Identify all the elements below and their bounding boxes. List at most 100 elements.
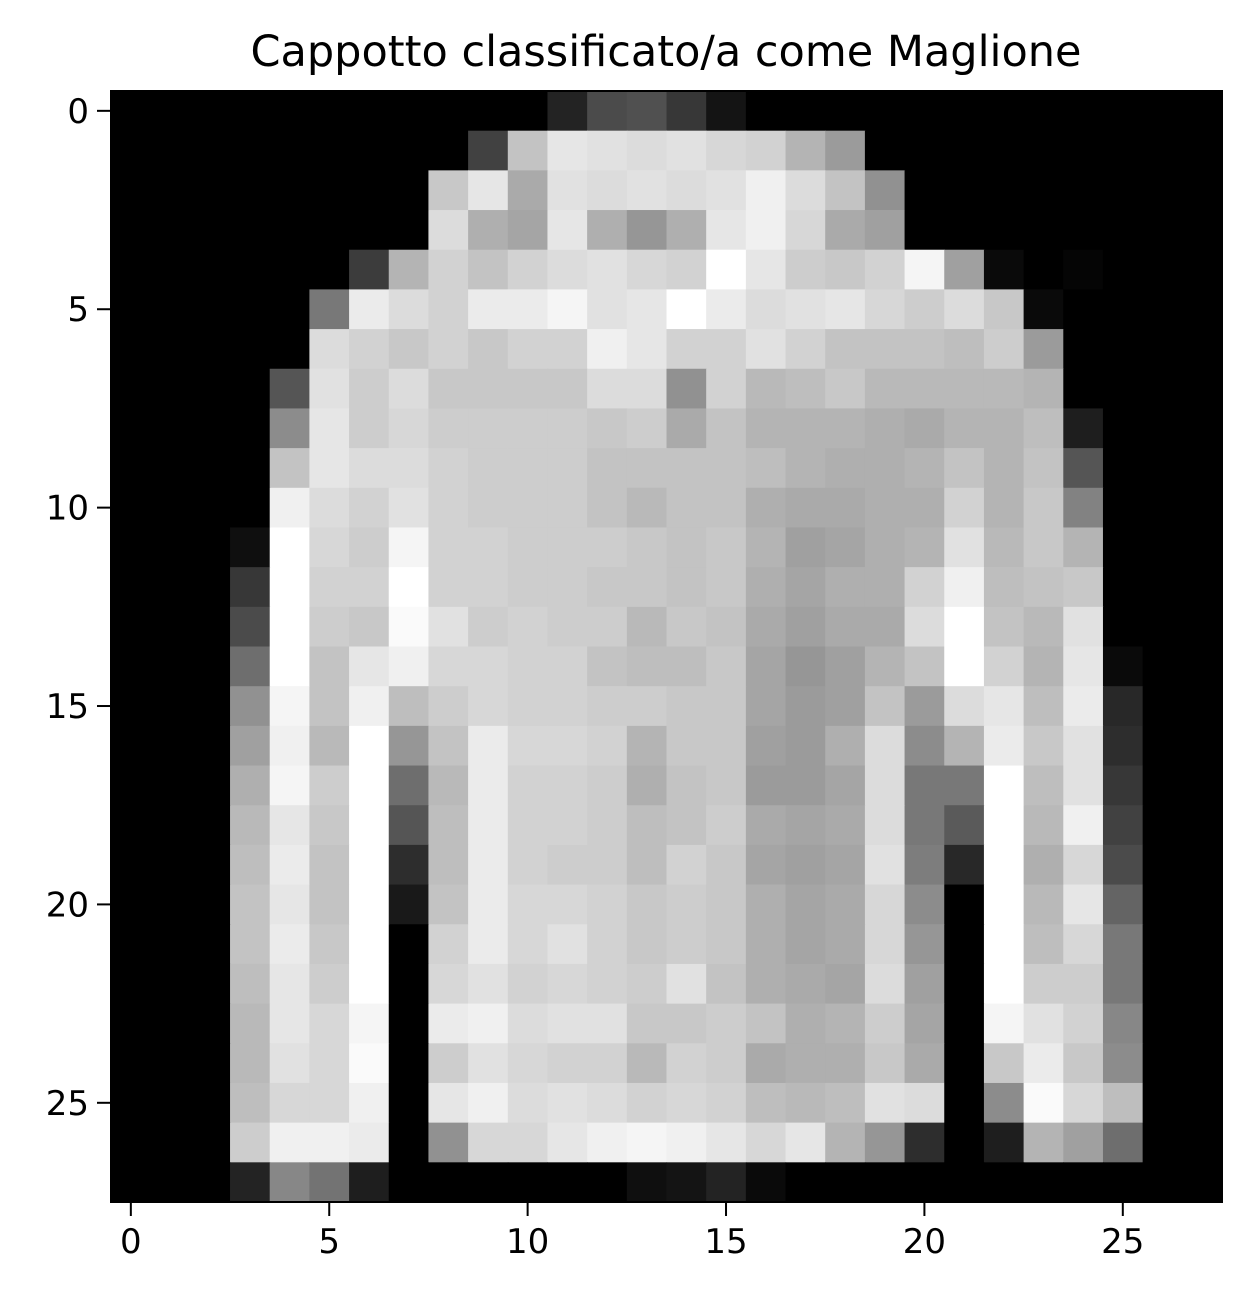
heatmap-cell-r11-c27 <box>1182 527 1223 568</box>
heatmap-cell-r18-c20 <box>904 805 945 846</box>
heatmap-cell-r2-c3 <box>230 170 271 211</box>
heatmap-cell-r23-c1 <box>150 1003 191 1044</box>
x-tick-label-0: 0 <box>120 1222 142 1262</box>
heatmap-cell-r3-c1 <box>150 210 191 251</box>
heatmap-cell-r10-c24 <box>1063 487 1104 529</box>
heatmap-cell-r5-c24 <box>1063 289 1104 330</box>
heatmap-cell-r5-c10 <box>507 289 549 330</box>
heatmap-cell-r10-c13 <box>626 487 668 529</box>
heatmap-cell-r3-c8 <box>428 210 469 251</box>
heatmap-cell-r7-c6 <box>349 368 390 410</box>
heatmap-cell-r6-c26 <box>1142 329 1183 370</box>
heatmap-cell-r21-c6 <box>349 924 390 965</box>
heatmap-cell-r17-c18 <box>825 765 866 806</box>
y-tick-label-10: 10 <box>46 489 89 529</box>
heatmap-cell-r9-c12 <box>587 448 628 489</box>
heatmap-cell-r0-c25 <box>1102 91 1144 132</box>
heatmap-cell-r20-c2 <box>190 884 231 925</box>
heatmap-cell-r14-c18 <box>825 646 866 687</box>
heatmap-cell-r21-c25 <box>1102 924 1144 965</box>
heatmap-cell-r6-c15 <box>706 329 747 370</box>
heatmap-cell-r19-c17 <box>785 844 826 886</box>
heatmap-cell-r7-c14 <box>666 368 707 410</box>
heatmap-cell-r21-c10 <box>507 924 549 965</box>
heatmap-cell-r18-c9 <box>468 805 509 846</box>
heatmap-cell-r15-c26 <box>1142 686 1183 727</box>
heatmap-cell-r8-c17 <box>785 408 826 449</box>
heatmap-cell-r11-c12 <box>587 527 628 568</box>
heatmap-cell-r5-c26 <box>1142 289 1183 330</box>
heatmap-cell-r4-c25 <box>1102 249 1144 290</box>
heatmap-cell-r4-c27 <box>1182 249 1223 290</box>
heatmap-cell-r19-c21 <box>944 844 985 886</box>
heatmap-cell-r12-c23 <box>1023 567 1064 608</box>
heatmap-cell-r22-c20 <box>904 963 945 1005</box>
heatmap-cell-r2-c5 <box>309 170 350 211</box>
heatmap-cell-r24-c17 <box>785 1043 826 1084</box>
heatmap-cell-r13-c23 <box>1023 606 1064 648</box>
heatmap-cell-r6-c7 <box>388 329 430 370</box>
heatmap-cell-r22-c3 <box>230 963 271 1005</box>
heatmap-cell-r20-c5 <box>309 884 350 925</box>
heatmap-cell-r19-c7 <box>388 844 430 886</box>
heatmap-cell-r2-c2 <box>190 170 231 211</box>
heatmap-cell-r15-c8 <box>428 686 469 727</box>
heatmap-cell-r21-c8 <box>428 924 469 965</box>
heatmap-cell-r17-c20 <box>904 765 945 806</box>
heatmap-cell-r19-c4 <box>269 844 310 886</box>
heatmap-cell-r24-c18 <box>825 1043 866 1084</box>
heatmap-cell-r14-c13 <box>626 646 668 687</box>
heatmap-cell-r19-c19 <box>864 844 906 886</box>
heatmap-cell-r14-c0 <box>111 646 152 687</box>
heatmap-cell-r4-c10 <box>507 249 549 290</box>
heatmap-cell-r0-c13 <box>626 91 668 132</box>
heatmap-cell-r20-c1 <box>150 884 191 925</box>
heatmap-cell-r14-c12 <box>587 646 628 687</box>
heatmap-cell-r27-c21 <box>944 1162 985 1203</box>
heatmap-cell-r7-c5 <box>309 368 350 410</box>
heatmap-cell-r16-c1 <box>150 725 191 767</box>
heatmap-cell-r24-c10 <box>507 1043 549 1084</box>
heatmap-cell-r27-c14 <box>666 1162 707 1203</box>
heatmap-cell-r10-c4 <box>269 487 310 529</box>
heatmap-cell-r25-c6 <box>349 1082 390 1124</box>
heatmap-cell-r7-c13 <box>626 368 668 410</box>
heatmap-cell-r7-c9 <box>468 368 509 410</box>
heatmap-cell-r9-c8 <box>428 448 469 489</box>
heatmap-cell-r18-c27 <box>1182 805 1223 846</box>
heatmap-cell-r24-c11 <box>547 1043 588 1084</box>
heatmap-cell-r10-c19 <box>864 487 906 529</box>
heatmap-cell-r14-c9 <box>468 646 509 687</box>
heatmap-cell-r25-c10 <box>507 1082 549 1124</box>
heatmap-cell-r10-c11 <box>547 487 588 529</box>
heatmap-cell-r13-c7 <box>388 606 430 648</box>
heatmap-cell-r11-c0 <box>111 527 152 568</box>
heatmap-cell-r12-c7 <box>388 567 430 608</box>
heatmap-cell-r17-c19 <box>864 765 906 806</box>
heatmap-cell-r21-c15 <box>706 924 747 965</box>
heatmap-cell-r24-c14 <box>666 1043 707 1084</box>
heatmap-cell-r20-c24 <box>1063 884 1104 925</box>
heatmap-cell-r26-c9 <box>468 1122 509 1163</box>
heatmap-cell-r8-c14 <box>666 408 707 449</box>
heatmap-cell-r6-c27 <box>1182 329 1223 370</box>
heatmap-cell-r11-c17 <box>785 527 826 568</box>
heatmap-cell-r13-c18 <box>825 606 866 648</box>
heatmap-cell-r5-c17 <box>785 289 826 330</box>
heatmap-cell-r1-c3 <box>230 130 271 171</box>
heatmap-cell-r11-c8 <box>428 527 469 568</box>
heatmap-cell-r11-c14 <box>666 527 707 568</box>
heatmap-cell-r7-c16 <box>745 368 787 410</box>
heatmap-cell-r14-c14 <box>666 646 707 687</box>
heatmap-cell-r22-c13 <box>626 963 668 1005</box>
heatmap-cell-r16-c18 <box>825 725 866 767</box>
heatmap-cell-r4-c15 <box>706 249 747 290</box>
heatmap-cell-r1-c24 <box>1063 130 1104 171</box>
heatmap-cell-r8-c7 <box>388 408 430 449</box>
heatmap-cell-r22-c5 <box>309 963 350 1005</box>
heatmap-cell-r9-c10 <box>507 448 549 489</box>
heatmap-cell-r4-c9 <box>468 249 509 290</box>
heatmap-cell-r3-c25 <box>1102 210 1144 251</box>
heatmap-cell-r7-c23 <box>1023 368 1064 410</box>
heatmap-cell-r22-c10 <box>507 963 549 1005</box>
